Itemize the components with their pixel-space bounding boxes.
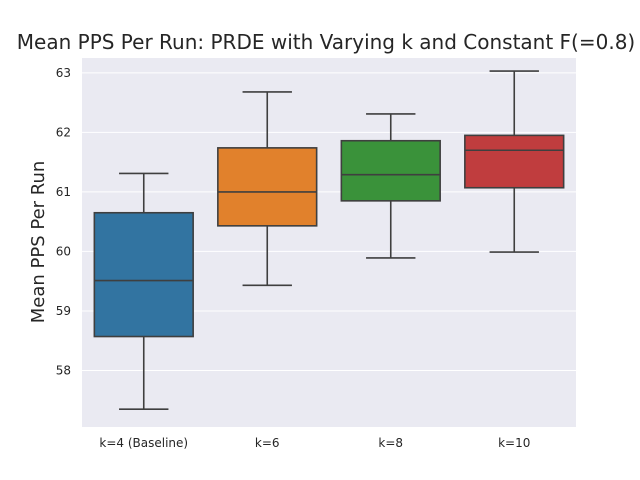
x-tick-label: k=10 (498, 436, 530, 450)
y-tick-label: 58 (56, 363, 71, 377)
y-tick-labels: 58 59 60 61 62 63 (56, 66, 71, 378)
chart-title: Mean PPS Per Run: PRDE with Varying k an… (17, 30, 635, 54)
y-tick-label: 63 (56, 66, 71, 80)
y-tick-label: 62 (56, 125, 71, 139)
x-tick-labels: k=4 (Baseline) k=6 k=8 k=10 (99, 436, 530, 450)
y-axis-label: Mean PPS Per Run (28, 161, 49, 324)
box-iqr (464, 134, 565, 189)
box-k-10 (464, 70, 565, 253)
box-k-8 (340, 113, 441, 259)
box-k-6 (217, 91, 318, 287)
y-tick-label: 61 (56, 185, 71, 199)
boxes-layer (93, 70, 565, 410)
x-tick-label: k=6 (255, 436, 280, 450)
box-k-4-baseline (93, 172, 194, 410)
x-tick-label: k=4 (Baseline) (99, 436, 188, 450)
box-iqr (93, 211, 194, 338)
x-tick-label: k=8 (378, 436, 403, 450)
box-iqr (340, 139, 441, 202)
box-iqr (217, 147, 318, 227)
y-tick-label: 59 (56, 304, 71, 318)
y-tick-label: 60 (56, 244, 71, 258)
